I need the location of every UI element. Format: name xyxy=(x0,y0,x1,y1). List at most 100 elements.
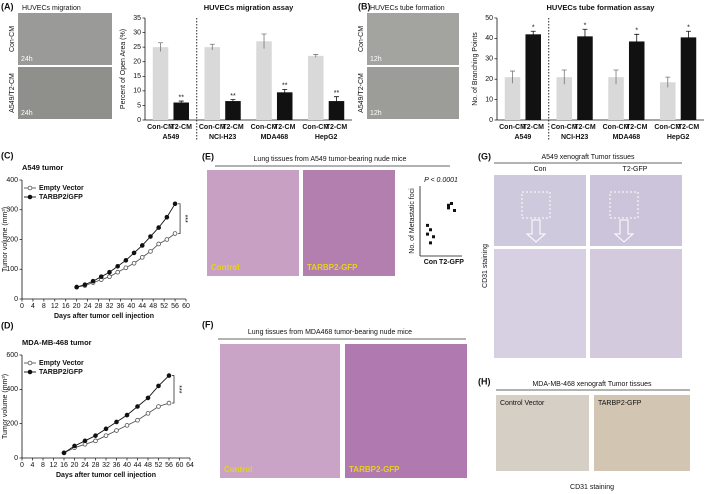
y-tick-label: 0 xyxy=(14,296,18,303)
time-label: 24h xyxy=(21,56,33,63)
legend-marker xyxy=(27,185,33,191)
bar xyxy=(525,34,541,120)
x-tick-label: Con xyxy=(424,259,438,266)
marker xyxy=(166,373,172,378)
x-tick-label: 60 xyxy=(176,462,184,469)
bar-label: Con-CM xyxy=(251,124,278,131)
y-tick-label: 5 xyxy=(137,102,141,109)
x-tick-label: 24 xyxy=(84,303,92,310)
marker xyxy=(115,263,120,269)
error-bar xyxy=(582,28,588,44)
x-tick-label: 16 xyxy=(62,303,70,310)
panel-label: (E) xyxy=(202,151,214,161)
error-bar xyxy=(230,99,236,103)
error-bar xyxy=(665,76,671,88)
x-tick-label: 12 xyxy=(50,462,58,469)
group-label: HepG2 xyxy=(315,134,338,141)
legend-label: Empty Vector xyxy=(39,360,84,367)
y-tick-label: 400 xyxy=(6,386,18,393)
bar xyxy=(152,47,169,121)
marker xyxy=(156,404,161,409)
x-tick-label: 56 xyxy=(171,303,179,310)
panel-title: MDA-MB-468 xenograft Tumor tissues xyxy=(532,381,652,388)
marker xyxy=(82,282,88,288)
marker xyxy=(124,412,130,418)
error-bar xyxy=(313,54,319,58)
y-tick-label: 20 xyxy=(485,76,493,83)
micrograph xyxy=(494,249,586,358)
micrograph xyxy=(594,395,690,471)
error-bar xyxy=(209,43,215,51)
row-label: A549/T2-CM xyxy=(9,73,16,113)
marker xyxy=(107,269,112,275)
panel-label: (C) xyxy=(1,150,14,160)
significance: *** xyxy=(181,215,188,223)
micrograph xyxy=(494,175,586,246)
error-bar xyxy=(158,42,164,52)
x-tick-label: 44 xyxy=(134,462,142,469)
bracket xyxy=(178,203,181,234)
y-axis-label: Tumor volume (mm³) xyxy=(2,207,9,272)
group-label: A549 xyxy=(515,134,532,141)
group-label: NCI-H23 xyxy=(209,134,236,141)
micrograph xyxy=(207,170,299,276)
bar-label: T2-CM xyxy=(222,124,244,131)
significance: ** xyxy=(334,90,340,97)
bar-label: Con-CM xyxy=(654,124,681,131)
error-bar xyxy=(530,30,536,38)
bar xyxy=(660,82,676,120)
micrograph xyxy=(220,344,340,478)
y-tick-label: 200 xyxy=(6,236,18,243)
row-label: Con-CM xyxy=(9,26,16,52)
column-label: T2-GFP xyxy=(623,166,648,173)
y-tick-label: 50 xyxy=(485,15,493,22)
zoom-box xyxy=(609,191,639,219)
marker xyxy=(131,260,137,266)
footer-label: CD31 staining xyxy=(570,484,614,491)
marker xyxy=(90,278,96,284)
marker xyxy=(166,400,172,406)
marker xyxy=(115,269,120,275)
x-tick-label: 4 xyxy=(31,303,35,310)
bar-label: T2-CM xyxy=(626,124,648,131)
image-label: TARBP2-GFP xyxy=(307,263,358,272)
bar-label: T2-CM xyxy=(274,124,296,131)
point xyxy=(426,223,429,227)
chart-title: HUVECs migration assay xyxy=(204,3,294,12)
side-label: CD31 staining xyxy=(482,244,489,288)
x-tick-label: 28 xyxy=(95,303,103,310)
x-axis-label: Days after tumor cell injection xyxy=(54,313,154,320)
marker xyxy=(124,423,130,428)
x-tick-label: 4 xyxy=(31,462,35,469)
bar xyxy=(256,41,272,120)
chart-title: A549 tumor xyxy=(22,163,63,172)
bar-label: Con-CM xyxy=(603,124,630,131)
marker xyxy=(93,433,98,438)
zoom-arrow xyxy=(525,219,635,243)
panel-title: Lung tissues from A549 tumor-bearing nud… xyxy=(254,156,407,163)
marker xyxy=(103,426,109,432)
significance: * xyxy=(635,28,638,35)
y-axis-label: No. of Branching Points xyxy=(472,32,479,106)
y-tick-label: 600 xyxy=(6,352,18,359)
x-tick-label: T2-GFP xyxy=(439,259,464,266)
marker xyxy=(164,214,170,220)
bar xyxy=(680,37,697,120)
bar xyxy=(608,77,624,120)
x-tick-label: 48 xyxy=(144,462,152,469)
y-tick-label: 400 xyxy=(6,177,18,184)
bar xyxy=(276,92,293,120)
significance: ** xyxy=(178,94,184,101)
group-label: A549 xyxy=(163,134,180,141)
panel-title: A549 xenograft Tumor tissues xyxy=(542,154,635,161)
marker xyxy=(139,243,145,248)
marker xyxy=(93,438,98,444)
legend-marker xyxy=(27,360,33,366)
error-bar xyxy=(261,33,267,49)
x-tick-label: 20 xyxy=(71,462,79,469)
point xyxy=(453,209,456,212)
y-tick-label: 10 xyxy=(485,96,493,103)
x-tick-label: 40 xyxy=(127,303,135,310)
x-tick-label: 52 xyxy=(155,462,163,469)
marker xyxy=(172,201,178,207)
